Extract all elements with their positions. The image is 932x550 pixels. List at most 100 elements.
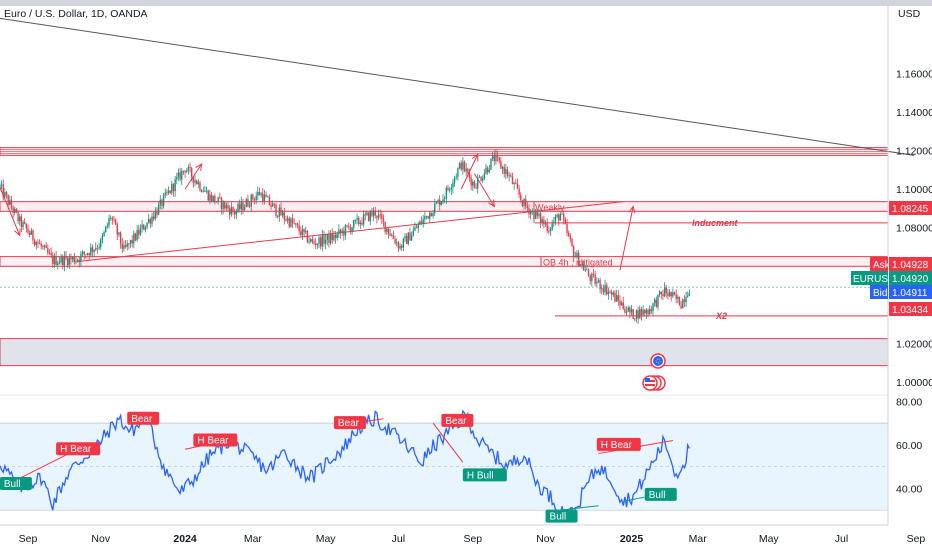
zone-3 xyxy=(0,338,889,367)
candle xyxy=(200,189,203,193)
inducment-text: Inducment xyxy=(692,218,739,228)
candle xyxy=(225,202,228,212)
candle xyxy=(109,215,112,221)
candle xyxy=(567,230,570,237)
candle xyxy=(210,191,213,203)
candle xyxy=(339,228,342,239)
candle xyxy=(108,214,110,229)
candle xyxy=(460,160,462,172)
svg-text:Bear: Bear xyxy=(445,416,467,427)
svg-text:H Bear: H Bear xyxy=(60,444,92,455)
currency-label[interactable]: USD xyxy=(898,8,921,20)
candle xyxy=(358,215,360,227)
candle xyxy=(677,294,679,304)
rsi-signal-bear: H Bear xyxy=(596,437,641,451)
time-axis[interactable]: Sep Nov 2024 Mar May Jul Sep Nov 2025 Mar May Jul Se… xyxy=(19,533,926,545)
candle xyxy=(45,242,47,249)
candle xyxy=(417,221,419,233)
candle xyxy=(323,230,325,247)
candle xyxy=(622,296,624,311)
candle xyxy=(430,212,433,217)
candle xyxy=(319,235,322,250)
candle xyxy=(349,224,352,235)
candle xyxy=(186,168,188,173)
candle xyxy=(506,166,509,178)
candle xyxy=(233,208,236,220)
candle xyxy=(220,196,223,215)
candle xyxy=(473,179,476,189)
candle xyxy=(523,197,525,210)
candle xyxy=(321,229,324,252)
candle xyxy=(303,228,305,238)
rsi-axis[interactable]: 80.00 60.00 40.00 xyxy=(896,396,922,495)
candle xyxy=(362,210,365,228)
candle xyxy=(55,250,57,266)
candle xyxy=(272,200,274,207)
rsi-tick-label: 80.00 xyxy=(896,396,922,408)
candle xyxy=(381,211,383,225)
candle xyxy=(280,202,282,216)
candle xyxy=(682,298,684,309)
candle xyxy=(121,238,123,254)
candle xyxy=(116,222,118,241)
zone-1 xyxy=(0,201,889,212)
candle xyxy=(472,179,474,191)
svg-text:H Bull: H Bull xyxy=(467,470,494,481)
candle xyxy=(57,260,59,270)
candle xyxy=(361,217,363,226)
candle xyxy=(414,222,416,232)
candle xyxy=(17,210,19,225)
candle xyxy=(202,186,204,193)
candle xyxy=(559,212,562,221)
candle xyxy=(333,230,335,242)
candle xyxy=(181,168,183,185)
candle xyxy=(25,223,28,233)
candle xyxy=(437,198,439,205)
candle xyxy=(75,256,77,265)
candle xyxy=(376,215,378,224)
candle xyxy=(270,202,272,210)
candle xyxy=(124,239,127,249)
candle xyxy=(409,227,411,241)
eu-flag-icon[interactable] xyxy=(650,353,666,369)
candle xyxy=(134,232,137,242)
candle xyxy=(389,229,391,237)
candle xyxy=(548,225,550,235)
candle xyxy=(229,205,231,220)
svg-text:1.04920: 1.04920 xyxy=(892,274,929,285)
price-axis[interactable]: 1.160001.140001.120001.100001.080001.060… xyxy=(896,68,932,389)
svg-text:H Bear: H Bear xyxy=(601,440,633,451)
candle xyxy=(324,234,327,250)
svg-text:Bid: Bid xyxy=(873,288,887,299)
candle xyxy=(371,207,373,218)
candle xyxy=(258,187,261,196)
candle xyxy=(435,201,438,205)
candle xyxy=(83,251,85,260)
candle xyxy=(382,214,385,227)
us-flag-icon[interactable] xyxy=(642,375,666,391)
candle xyxy=(645,308,648,319)
candle xyxy=(348,222,350,230)
candle xyxy=(503,163,505,178)
candle xyxy=(313,239,315,245)
candle xyxy=(400,244,403,252)
candle xyxy=(546,218,548,234)
candle xyxy=(285,215,287,222)
candle xyxy=(510,173,512,178)
candle xyxy=(505,163,507,180)
candle xyxy=(405,233,408,245)
candle xyxy=(273,203,276,209)
candle xyxy=(306,230,309,244)
candle xyxy=(553,216,555,227)
candle xyxy=(219,192,221,200)
rsi-pane: Bear H Bear H Bear Bear Bear H Bear H Bull Bull… xyxy=(0,409,888,523)
candle xyxy=(305,226,307,235)
svg-text:Bear: Bear xyxy=(131,414,153,425)
zone-label-1: Weakly xyxy=(535,203,565,213)
candle xyxy=(301,224,304,241)
candle xyxy=(85,254,87,259)
candle xyxy=(232,206,234,215)
candle xyxy=(123,240,125,252)
candle xyxy=(515,179,517,185)
